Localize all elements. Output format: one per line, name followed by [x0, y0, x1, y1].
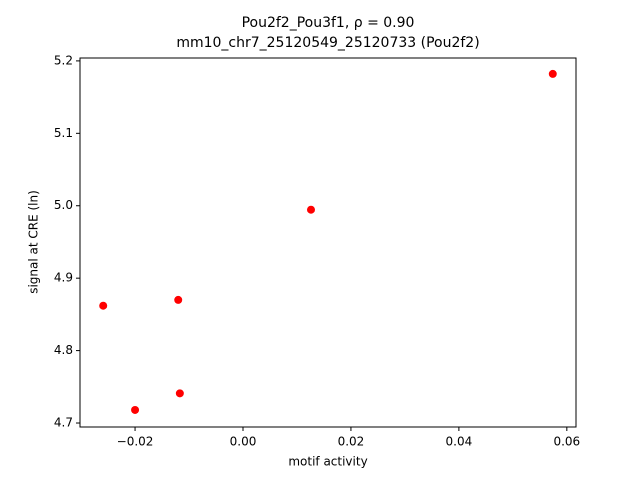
chart-subtitle: mm10_chr7_25120549_25120733 (Pou2f2)	[176, 35, 479, 51]
x-tick-label: 0.06	[553, 435, 580, 449]
x-axis-label: motif activity	[288, 455, 367, 469]
point	[99, 301, 108, 310]
x-tick-label: 0.00	[230, 435, 257, 449]
y-tick-label: 4.8	[54, 343, 73, 357]
point	[306, 205, 315, 214]
chart-title: Pou2f2_Pou3f1, ρ = 0.90	[242, 15, 415, 31]
y-tick-label: 4.9	[54, 271, 73, 285]
x-tick-label: 0.02	[338, 435, 365, 449]
y-tick-label: 5.2	[54, 53, 73, 67]
plot-frame	[79, 57, 577, 428]
y-tick-label: 5.1	[54, 126, 73, 140]
point	[174, 295, 183, 304]
y-axis-label: signal at CRE (ln)	[27, 190, 41, 294]
point	[175, 389, 184, 398]
x-tick-label: −0.02	[117, 435, 154, 449]
point	[548, 69, 557, 78]
y-tick-label: 4.7	[54, 416, 73, 430]
point	[131, 405, 140, 414]
x-tick-label: 0.04	[446, 435, 473, 449]
y-tick-label: 5.0	[54, 198, 73, 212]
